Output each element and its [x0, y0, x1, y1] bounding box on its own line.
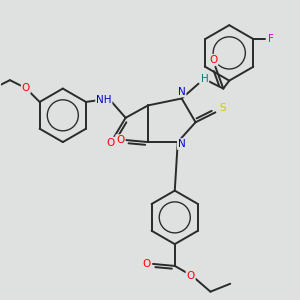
Text: O: O — [106, 138, 115, 148]
Text: O: O — [187, 271, 195, 281]
Text: O: O — [22, 83, 30, 93]
Text: O: O — [116, 135, 124, 145]
Text: O: O — [209, 55, 217, 65]
Text: O: O — [142, 259, 150, 269]
Text: S: S — [219, 103, 226, 113]
Text: NH: NH — [96, 95, 112, 105]
Text: N: N — [178, 86, 186, 97]
Text: H: H — [201, 74, 208, 84]
Text: N: N — [178, 139, 186, 149]
Text: F: F — [268, 34, 274, 44]
